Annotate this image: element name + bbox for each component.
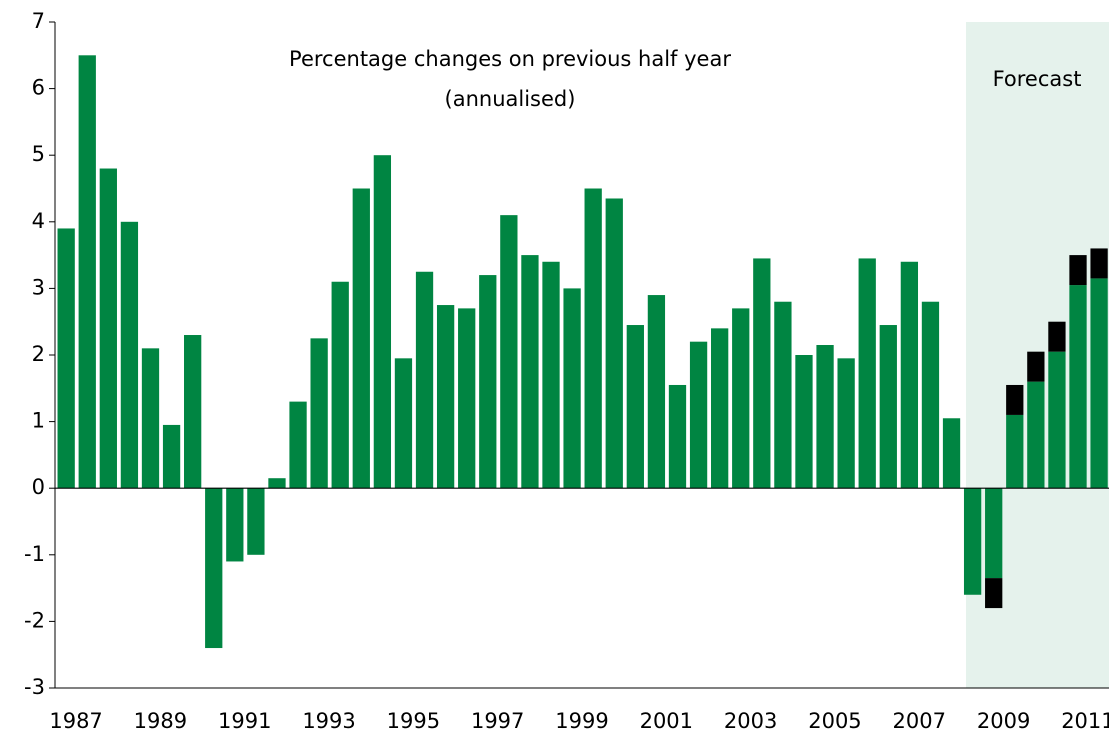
x-tick-label: 2003 (724, 709, 777, 733)
y-tick-label: 3 (32, 275, 45, 299)
y-tick-label: 2 (32, 342, 45, 366)
x-tick-label: 2011 (1061, 709, 1109, 733)
bar (689, 341, 708, 489)
annotation: Percentage changes on previous half year (289, 47, 731, 71)
bar (1069, 285, 1087, 489)
bar (753, 258, 771, 489)
bar (668, 384, 687, 489)
bar (310, 338, 328, 489)
bar (900, 261, 919, 489)
bar (1048, 321, 1066, 352)
bar (162, 424, 181, 489)
bar (500, 215, 518, 489)
bar (436, 305, 455, 489)
bar (1006, 384, 1024, 415)
y-tick-label: -2 (24, 608, 45, 632)
x-tick-label: 1987 (49, 709, 102, 733)
x-tick-label: 2007 (893, 709, 946, 733)
bar (268, 478, 286, 489)
bar (921, 301, 940, 489)
x-tick-label: 1995 (387, 709, 440, 733)
bar (711, 328, 729, 489)
bar (141, 348, 160, 489)
bar (120, 221, 139, 489)
bar (879, 325, 897, 489)
bar (247, 488, 265, 555)
y-tick-label: 7 (32, 9, 45, 33)
bar (352, 188, 370, 489)
bar (57, 228, 75, 489)
bar (184, 335, 202, 489)
bar (479, 275, 497, 489)
x-tick-label: 2001 (640, 709, 693, 733)
bar (605, 198, 623, 489)
bar (1006, 414, 1024, 489)
y-tick-label: 6 (32, 76, 45, 100)
bar (732, 308, 750, 489)
bar (289, 401, 307, 489)
bar (816, 345, 834, 489)
bar (394, 358, 413, 489)
forecast-label: Forecast (993, 67, 1082, 91)
bar (78, 55, 96, 489)
bar (985, 578, 1003, 609)
bar (331, 281, 349, 489)
bar (584, 188, 602, 489)
bar (542, 261, 560, 489)
x-tick-label: 1997 (471, 709, 524, 733)
bar (1048, 351, 1066, 489)
x-tick-label: 2009 (977, 709, 1030, 733)
bar (1069, 255, 1087, 286)
bar (647, 295, 666, 489)
x-tick-label: 2005 (808, 709, 861, 733)
annotation: (annualised) (445, 87, 576, 111)
bar (858, 258, 876, 489)
y-tick-label: 0 (32, 475, 45, 499)
y-tick-label: -1 (24, 542, 45, 566)
y-tick-label: 5 (32, 142, 45, 166)
bar (1090, 278, 1108, 489)
bar (373, 155, 392, 489)
bar (942, 418, 961, 489)
y-tick-label: -3 (24, 675, 45, 699)
bar (205, 488, 223, 649)
bar (626, 325, 644, 489)
y-tick-label: 1 (32, 409, 45, 433)
x-tick-label: 1991 (218, 709, 271, 733)
bar (1027, 381, 1045, 489)
bar (1027, 351, 1045, 382)
bar (837, 358, 855, 489)
y-tick-label: 4 (32, 209, 45, 233)
bar (99, 168, 117, 489)
bar (226, 488, 244, 562)
bar (795, 355, 813, 489)
x-tick-label: 1999 (555, 709, 608, 733)
bar (563, 288, 581, 489)
bar (458, 308, 476, 489)
bar (963, 488, 982, 595)
bar (521, 255, 539, 489)
bar (1090, 248, 1108, 279)
bar (774, 301, 792, 489)
x-tick-label: 1993 (302, 709, 355, 733)
bar (985, 488, 1003, 579)
bar (415, 271, 434, 489)
x-tick-label: 1989 (134, 709, 187, 733)
